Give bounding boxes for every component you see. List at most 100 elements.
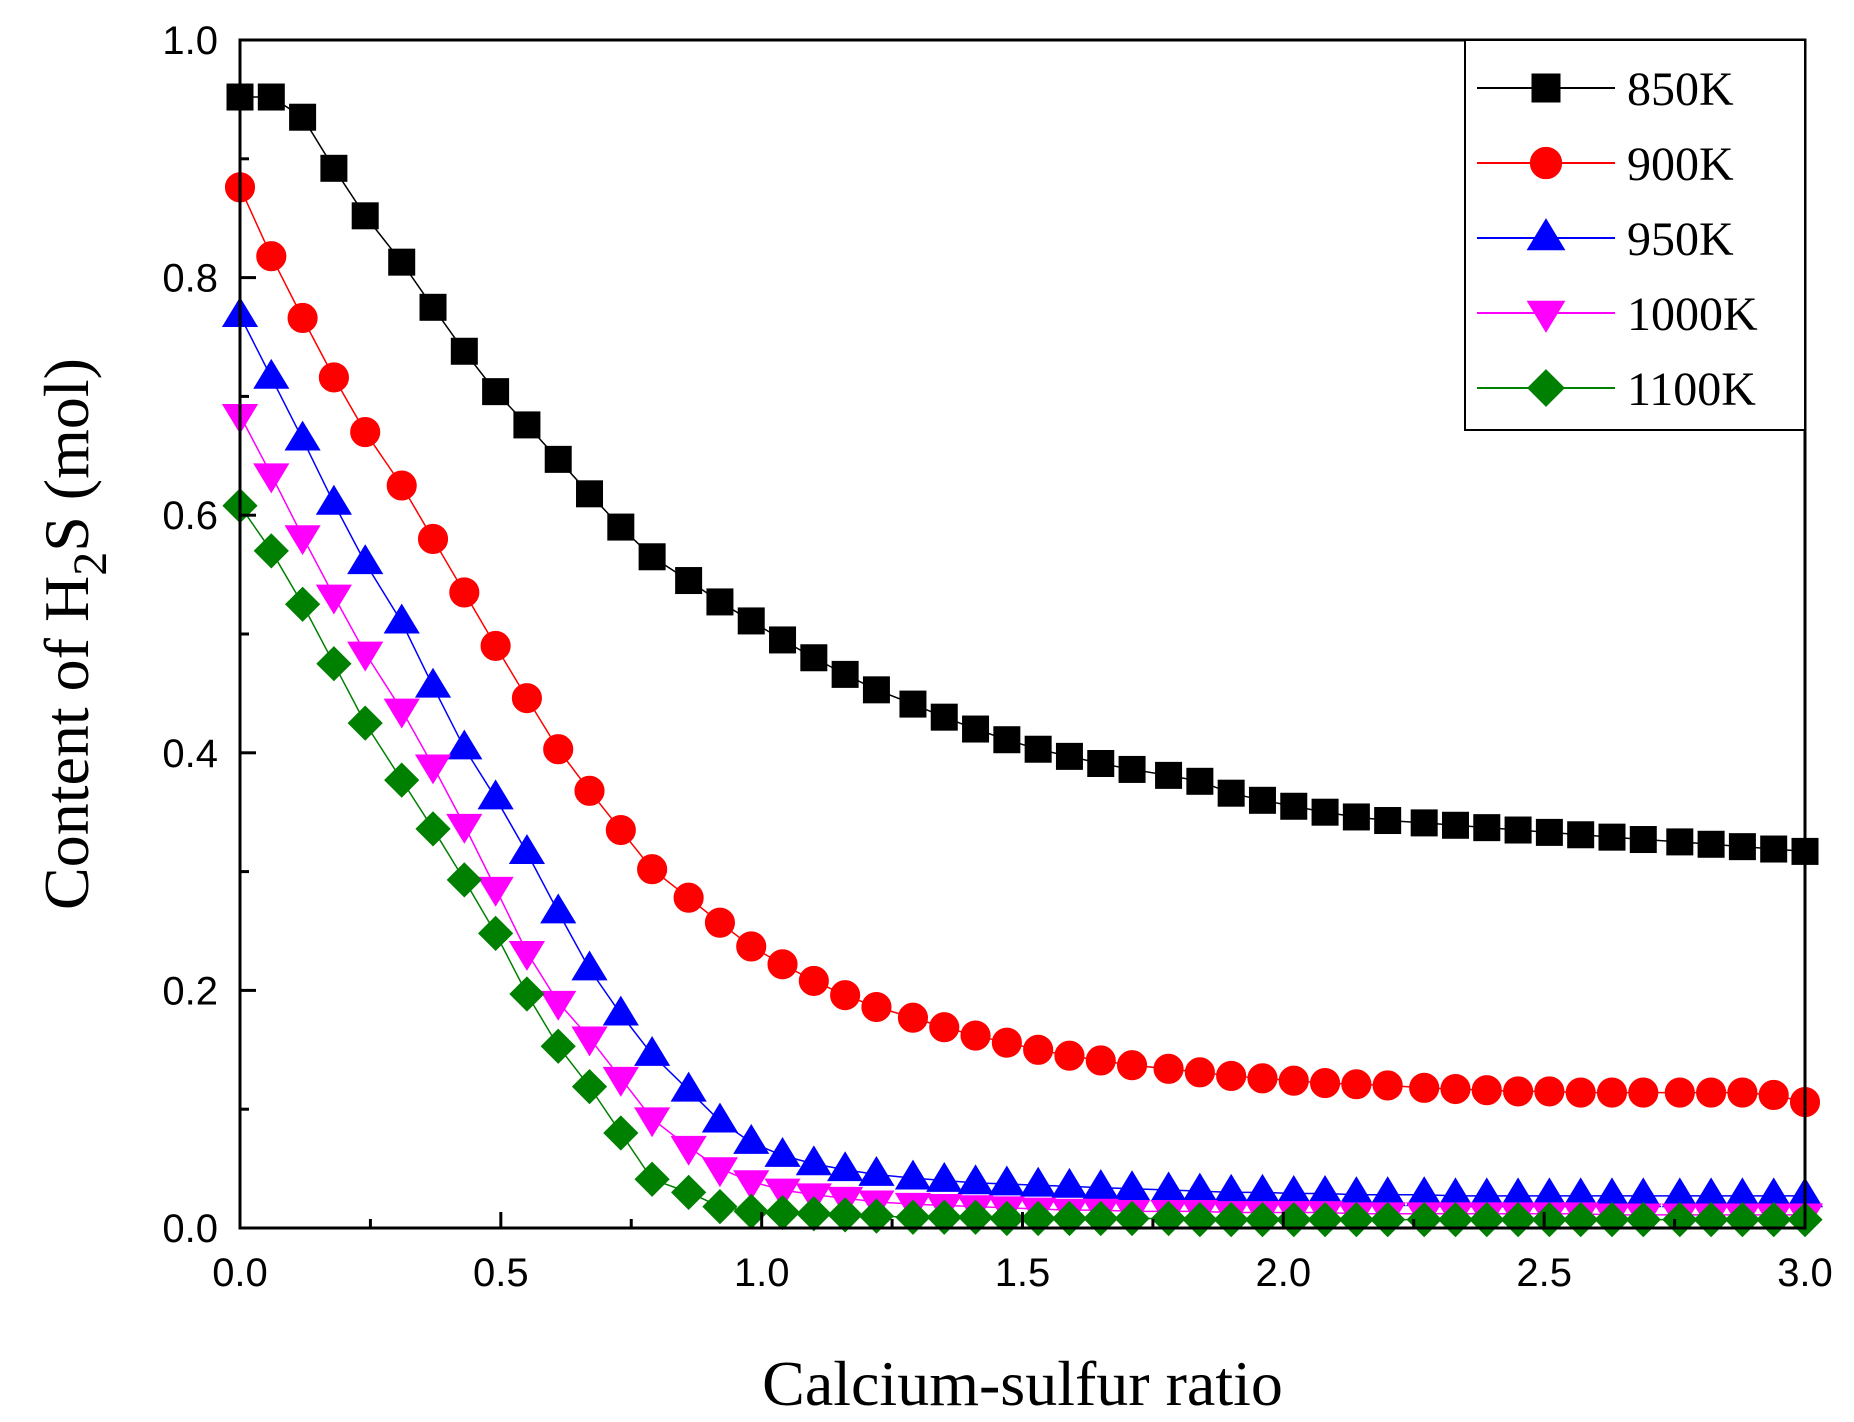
data-point-850K [351,202,379,230]
data-point-900K [897,1002,929,1033]
data-point-850K [769,626,797,654]
data-point-950K [1244,1173,1281,1204]
data-point-950K [571,950,608,981]
data-point-900K [991,1027,1022,1058]
data-point-950K [1369,1176,1406,1207]
data-point-950K [926,1161,963,1192]
data-point-850K [1248,786,1276,814]
data-point-850K [1186,767,1214,795]
data-point-950K [827,1151,864,1182]
data-point-1100K [603,1115,639,1151]
data-point-850K [899,690,927,718]
data-point-950K [1113,1170,1151,1201]
data-point-850K [831,660,859,688]
data-point-900K [1247,1063,1278,1094]
data-point-1100K [858,1198,895,1234]
series-line-1100K [239,505,1805,1221]
data-point-900K [574,775,605,806]
data-point-950K [1406,1176,1443,1207]
data-point-850K [388,248,416,276]
data-point-1100K [509,976,545,1012]
data-point-850K [675,567,703,595]
data-point-850K [993,726,1021,754]
data-point-900K [1440,1073,1471,1105]
legend-label: 850K [1627,63,1734,116]
x-tick-label: 2.5 [1516,1251,1572,1295]
data-point-900K [1758,1079,1789,1111]
data-point-850K [1342,803,1370,831]
data-point-1000K [764,1178,801,1209]
x-tick-label: 3.0 [1777,1251,1833,1295]
data-point-900K [767,949,798,980]
legend-item-1100K: 1100K [1477,363,1756,416]
data-point-950K [634,1036,671,1066]
data-point-850K [1666,828,1694,856]
data-point-950K [988,1165,1025,1196]
data-point-900K [960,1020,991,1051]
data-point-950K [383,603,420,634]
data-point-900K [929,1012,960,1043]
data-point-900K [417,523,449,555]
data-point-900K [1310,1068,1341,1099]
data-point-1000K [477,876,514,907]
data-point-900K [1664,1077,1695,1108]
axis-layer: 0.0 0.5 1.0 1.5 2.0 2.5 3.0 0.0 0.2 0.4 0.6 0.8 1.0 [162,19,1832,1295]
data-point-900K [1278,1065,1309,1096]
data-point-1100K [1244,1202,1281,1238]
data-point-850K [450,337,478,365]
data-point-950K [347,544,384,575]
data-point-950K [602,995,639,1026]
data-point-1100K [702,1189,738,1225]
legend-label: 950K [1627,213,1734,266]
data-point-850K [1504,816,1532,844]
series-950K [221,297,1824,1208]
data-point-1000K [602,1066,639,1097]
data-point-850K [576,480,604,508]
data-point-900K [798,965,829,996]
data-point-900K [1341,1069,1372,1100]
data-point-1100K [1370,1202,1406,1238]
data-point-850K [706,588,734,616]
data-point-850K [320,154,348,182]
data-point-1100K [634,1161,670,1197]
data-point-1100K [957,1199,994,1235]
data-point-900K [1565,1077,1596,1108]
data-point-850K [962,715,990,743]
data-point-1100K [1724,1202,1761,1238]
data-point-1100K [571,1069,608,1105]
data-point-950K [1338,1176,1375,1207]
data-point-950K [315,484,352,515]
data-point-850K [638,543,666,571]
data-point-950K [894,1159,932,1190]
data-point-900K [1596,1077,1628,1108]
x-tick-label: 2.0 [1256,1251,1312,1295]
data-point-900K [287,302,318,334]
data-point-1100K [1625,1202,1661,1238]
data-point-900K [318,362,349,393]
data-point-1100K [347,705,383,741]
data-point-950K [284,420,321,451]
legend-marker [1531,73,1561,103]
data-point-1100K [827,1197,863,1233]
data-point-1100K [926,1199,962,1235]
data-point-950K [508,834,546,864]
data-point-1100K [989,1200,1025,1237]
data-point-1100K [1500,1202,1536,1238]
data-point-850K [1055,742,1083,770]
data-point-1100K [1693,1202,1729,1238]
data-point-1100K [1114,1200,1150,1237]
data-point-900K [736,931,767,962]
data-point-1100K [384,762,420,798]
data-point-900K [1085,1045,1116,1076]
data-point-900K [1184,1057,1215,1088]
legend-item-950K: 950K [1477,213,1734,266]
y-tick-label: 0.4 [162,732,218,776]
legend-marker [1526,218,1566,251]
data-point-900K [1534,1076,1565,1107]
data-point-1000K [733,1170,770,1201]
data-point-1100K [540,1028,576,1064]
y-tick-label: 0.6 [162,494,218,538]
data-point-850K [257,83,285,111]
data-point-1100K [1437,1202,1474,1238]
